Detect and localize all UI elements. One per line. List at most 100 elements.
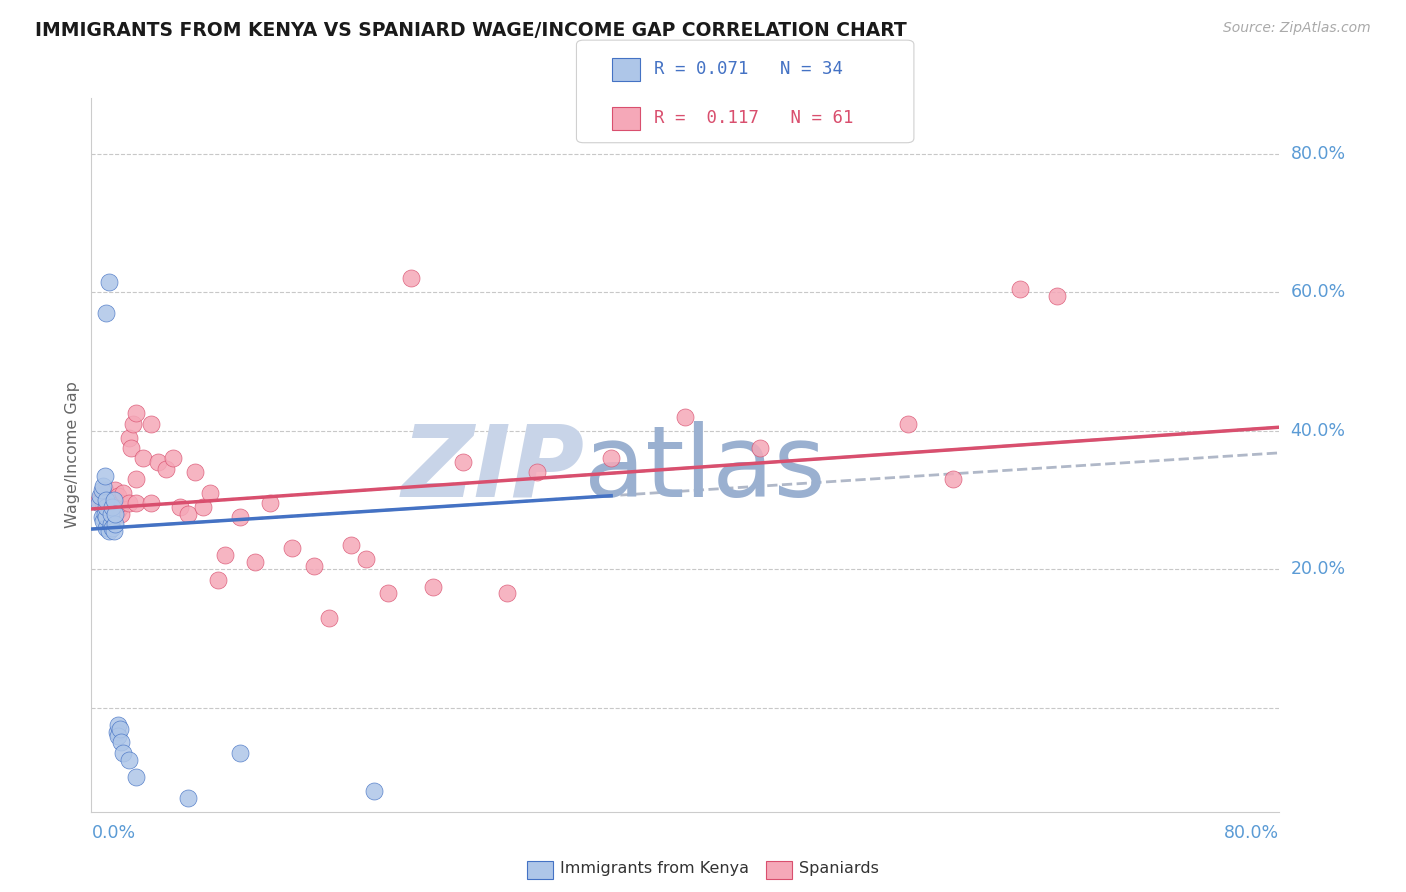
Point	[132, 451, 155, 466]
Point	[169, 500, 191, 514]
Point	[103, 503, 125, 517]
Point	[96, 496, 118, 510]
Point	[177, 790, 200, 805]
Point	[942, 472, 965, 486]
Point	[107, 718, 129, 732]
Point	[110, 496, 132, 510]
Point	[104, 492, 127, 507]
Point	[229, 746, 252, 760]
Point	[600, 451, 623, 466]
Point	[673, 409, 696, 424]
Point	[101, 500, 124, 514]
Point	[302, 558, 325, 573]
Text: 0.0%: 0.0%	[91, 824, 135, 842]
Point	[90, 483, 112, 497]
Point	[90, 510, 112, 524]
Point	[354, 552, 377, 566]
Point	[107, 729, 129, 743]
Point	[100, 496, 122, 510]
Point	[104, 507, 127, 521]
Point	[101, 500, 124, 514]
Point	[110, 507, 132, 521]
Point	[104, 517, 127, 532]
Point	[96, 500, 118, 514]
Text: 20.0%: 20.0%	[1291, 560, 1346, 578]
Point	[318, 611, 340, 625]
Point	[91, 479, 114, 493]
Point	[104, 483, 127, 497]
Point	[125, 496, 148, 510]
Point	[96, 510, 118, 524]
Point	[98, 275, 121, 289]
Text: ZIP: ZIP	[402, 421, 585, 517]
Point	[117, 753, 139, 767]
Text: Immigrants from Kenya: Immigrants from Kenya	[560, 862, 748, 876]
Text: 40.0%: 40.0%	[1291, 422, 1346, 440]
Text: 60.0%: 60.0%	[1291, 283, 1346, 301]
Point	[155, 462, 177, 476]
Point	[89, 490, 111, 504]
Point	[103, 524, 125, 538]
Point	[121, 441, 143, 455]
Point	[377, 586, 399, 600]
Point	[184, 465, 207, 479]
Point	[207, 573, 229, 587]
Point	[110, 735, 132, 749]
Point	[422, 580, 444, 594]
Point	[94, 483, 117, 497]
Y-axis label: Wage/Income Gap: Wage/Income Gap	[65, 382, 80, 528]
Point	[90, 486, 112, 500]
Point	[214, 549, 236, 563]
Point	[139, 496, 162, 510]
Point	[526, 465, 548, 479]
Point	[87, 496, 110, 510]
Point	[96, 306, 118, 320]
Point	[98, 507, 121, 521]
Point	[94, 507, 117, 521]
Text: Spaniards: Spaniards	[799, 862, 879, 876]
Point	[122, 417, 145, 431]
Point	[281, 541, 304, 556]
Point	[399, 271, 422, 285]
Point	[125, 770, 148, 784]
Text: R = 0.071   N = 34: R = 0.071 N = 34	[654, 61, 842, 78]
Text: IMMIGRANTS FROM KENYA VS SPANIARD WAGE/INCOME GAP CORRELATION CHART: IMMIGRANTS FROM KENYA VS SPANIARD WAGE/I…	[35, 21, 907, 40]
Point	[96, 486, 118, 500]
Point	[496, 586, 519, 600]
Point	[125, 472, 148, 486]
Point	[100, 517, 122, 532]
Point	[191, 500, 214, 514]
Point	[107, 490, 129, 504]
Point	[87, 492, 110, 507]
Point	[139, 417, 162, 431]
Point	[451, 455, 474, 469]
Point	[117, 496, 139, 510]
Point	[229, 510, 252, 524]
Point	[111, 746, 134, 760]
Point	[91, 514, 114, 528]
Point	[363, 784, 385, 798]
Point	[177, 507, 200, 521]
Point	[108, 500, 131, 514]
Point	[103, 492, 125, 507]
Point	[897, 417, 920, 431]
Point	[96, 521, 118, 535]
Point	[243, 555, 266, 569]
Point	[148, 455, 170, 469]
Text: 80.0%: 80.0%	[1225, 824, 1279, 842]
Text: R =  0.117   N = 61: R = 0.117 N = 61	[654, 110, 853, 128]
Point	[125, 406, 148, 420]
Point	[108, 722, 131, 736]
Point	[96, 503, 118, 517]
Point	[94, 468, 117, 483]
Point	[117, 431, 139, 445]
Point	[107, 503, 129, 517]
Point	[111, 486, 134, 500]
Point	[101, 521, 124, 535]
Point	[162, 451, 184, 466]
Point	[91, 496, 114, 510]
Point	[259, 496, 281, 510]
Point	[1046, 288, 1069, 302]
Point	[748, 441, 770, 455]
Point	[98, 524, 121, 538]
